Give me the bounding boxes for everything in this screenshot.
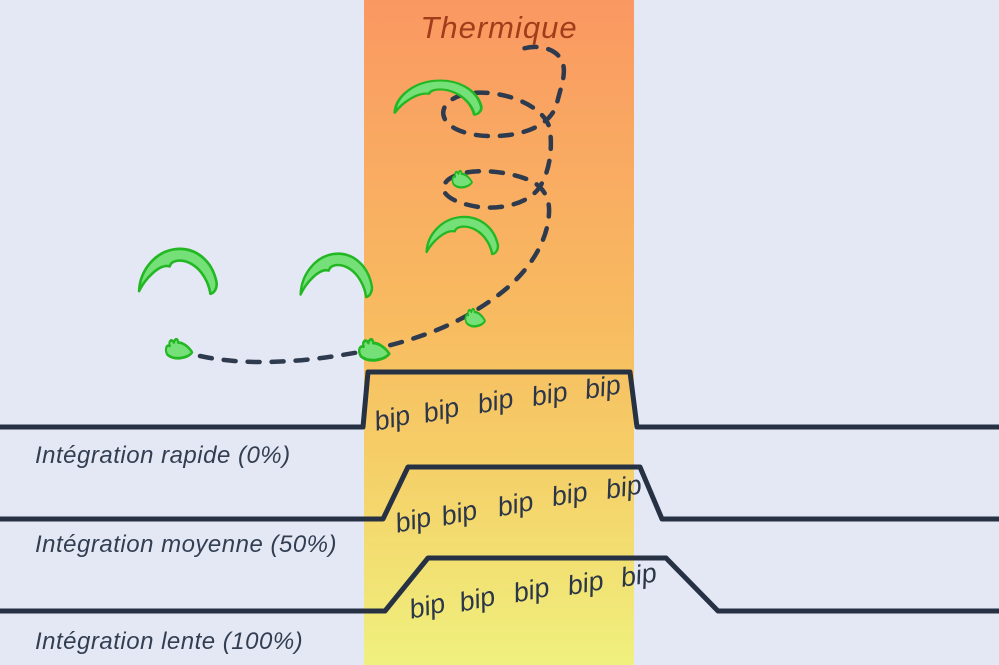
signal-trace-slow bbox=[0, 555, 999, 614]
bip-sound-label: bip bbox=[582, 369, 622, 404]
bip-sound-label: bip bbox=[495, 486, 536, 522]
thermal-title: Thermique bbox=[420, 10, 578, 45]
bip-sound-label: bip bbox=[475, 383, 516, 419]
bip-sound-label: bip bbox=[438, 495, 479, 532]
paraglider-wing-front-icon bbox=[425, 215, 500, 256]
trace-label-medium: Intégration moyenne (50%) bbox=[35, 531, 337, 558]
paraglider-wing-front-icon bbox=[393, 79, 483, 117]
bip-sound-label: bip bbox=[406, 588, 447, 625]
paraglider-small-side-icon bbox=[464, 307, 487, 328]
bip-sound-label: bip bbox=[392, 502, 433, 539]
trace-label-fast: Intégration rapide (0%) bbox=[35, 442, 291, 469]
dashed-spiral-thermal-path bbox=[197, 44, 567, 365]
bip-sound-label: bip bbox=[456, 581, 497, 618]
bip-sound-label: bip bbox=[549, 476, 590, 512]
signal-trace-medium bbox=[0, 464, 999, 522]
paraglider-small-side-icon bbox=[164, 337, 194, 360]
signal-trace-fast bbox=[0, 369, 999, 430]
paraglider-wing-front-icon bbox=[137, 247, 219, 296]
trace-label-slow: Intégration lente (100%) bbox=[35, 628, 304, 655]
paraglider-wing-front-icon bbox=[299, 252, 374, 299]
bip-sound-label: bip bbox=[420, 392, 461, 429]
bip-sound-label: bip bbox=[529, 376, 570, 412]
bip-sound-label: bip bbox=[565, 565, 606, 601]
bip-sound-label: bip bbox=[603, 469, 643, 504]
bip-sound-label: bip bbox=[511, 572, 552, 608]
bip-sound-label: bip bbox=[371, 400, 412, 437]
thermal-column bbox=[364, 0, 634, 665]
paraglider-small-side-icon bbox=[357, 337, 391, 362]
bip-sound-label: bip bbox=[618, 557, 658, 592]
